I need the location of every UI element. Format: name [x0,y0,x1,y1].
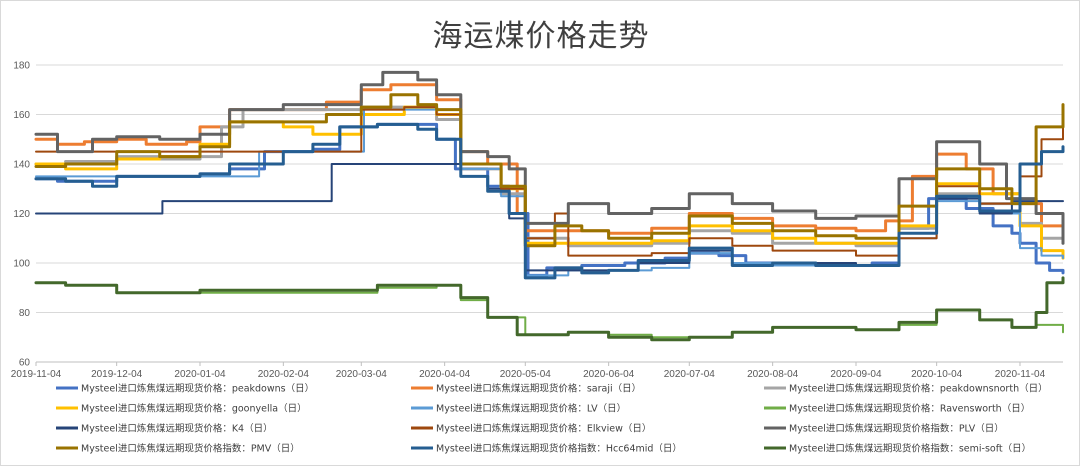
y-tick-label: 80 [19,308,31,319]
y-tick-label: 60 [19,358,31,369]
x-tick-label: 2020-10-04 [911,369,963,380]
legend-item-label: Mysteel进口炼焦煤远期现货价格：peakdowns（日） [81,383,314,395]
x-tick-label: 2020-03-04 [336,369,388,380]
y-tick-label: 180 [13,61,30,72]
series-line-11 [34,276,1065,342]
series-line-0 [34,122,1065,277]
legend-item-label: Mysteel进口炼焦煤远期现货价格：peakdownsnorth（日） [789,383,1048,395]
x-tick-label: 2019-11-04 [11,369,62,380]
x-tick-label: 2020-04-04 [419,369,471,380]
series-line-7 [35,106,1064,257]
x-tick-label: 2020-07-04 [664,369,716,380]
y-tick-label: 140 [13,160,30,171]
x-tick-label: 2020-11-04 [995,369,1046,380]
x-tick-label: 2020-06-04 [583,369,635,380]
y-tick-label: 120 [13,209,30,220]
x-tick-label: 2020-09-04 [830,369,882,380]
series-line-8 [34,70,1065,245]
series-line-3 [34,105,1065,260]
x-tick-label: 2020-08-04 [747,369,799,380]
legend-item-label: Mysteel进口炼焦煤远期现货价格：saraji（日） [436,383,641,395]
legend-item-label: Mysteel进口炼焦煤远期现货价格：K4（日） [81,423,273,435]
series-line-1 [34,83,1065,240]
series-line-5 [35,281,1064,339]
legend-item-label: Mysteel进口炼焦煤远期现货价格指数：semi-soft（日） [789,443,1031,455]
x-tick-label: 2020-01-04 [174,369,226,380]
legend-item-label: Mysteel进口炼焦煤远期现货价格指数：Hcc64mid（日） [436,443,682,455]
series-line-10 [34,122,1065,280]
legend-item-label: Mysteel进口炼焦煤远期现货价格：goonyella（日） [81,403,307,415]
x-tick-label: 2020-02-04 [258,369,310,380]
series-line-4 [35,108,1064,277]
legend-item-label: Mysteel进口炼焦煤远期现货价格指数：PLV（日） [789,423,1004,435]
y-tick-label: 100 [13,259,30,270]
y-tick-label: 160 [13,110,30,121]
x-tick-label: 2020-05-04 [500,369,552,380]
legend-item-label: Mysteel进口炼焦煤远期现货价格：Elkview（日） [436,423,651,435]
legend: Mysteel进口炼焦煤远期现货价格：peakdowns（日） Mysteel进口… [56,383,1048,455]
grid-lines [36,64,1063,363]
x-tick-label: 2019-12-04 [91,369,143,380]
legend-item-label: Mysteel进口炼焦煤远期现货价格指数：PMV（日） [81,443,300,455]
axes: 60 80 100 120 140 160 180 2019-11-04 2019-12-04 2… [11,61,1063,380]
series-line-9 [34,93,1065,248]
series-lines [34,70,1065,342]
legend-item-label: Mysteel进口炼焦煤远期现货价格：Ravensworth（日） [789,403,1030,415]
legend-item-label: Mysteel进口炼焦煤远期现货价格：LV（日） [436,403,626,415]
chart-title: 海运煤价格走势 [432,19,650,54]
